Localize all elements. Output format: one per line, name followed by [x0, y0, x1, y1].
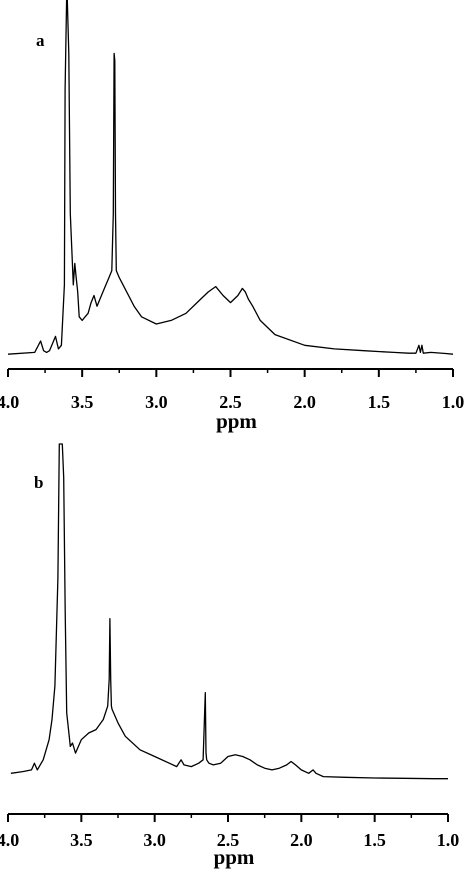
panel-label: b — [34, 473, 43, 492]
x-tick-label: 2.0 — [290, 830, 313, 850]
x-tick-label: 3.0 — [143, 830, 166, 850]
panel-b: 4.0 3.5 3.0 2.5 2.0 1.5 1.0 ppm b — [0, 443, 460, 869]
x-tick-label: 1.5 — [368, 392, 391, 412]
panel-a: 4.0 3.5 3.0 2.5 2.0 1.5 1.0 ppm a — [0, 0, 464, 433]
spectrum-line — [10, 443, 448, 780]
x-tick-label: 2.5 — [217, 830, 240, 850]
x-tick-label: 2.0 — [293, 392, 316, 412]
x-tick-label: 3.5 — [70, 830, 93, 850]
x-tick-label: 1.0 — [442, 392, 465, 412]
x-tick-label: 3.5 — [71, 392, 94, 412]
spectrum-line — [7, 0, 454, 355]
x-axis-title: ppm — [214, 845, 255, 869]
panel-label: a — [36, 31, 45, 50]
x-axis-title: ppm — [216, 409, 257, 433]
x-tick-label: 4.0 — [0, 830, 19, 850]
x-tick-label: 2.5 — [219, 392, 242, 412]
x-tick-label: 4.0 — [0, 392, 19, 412]
x-tick-label: 1.0 — [437, 830, 460, 850]
x-tick-label: 1.5 — [363, 830, 386, 850]
x-tick-label: 3.0 — [145, 392, 168, 412]
